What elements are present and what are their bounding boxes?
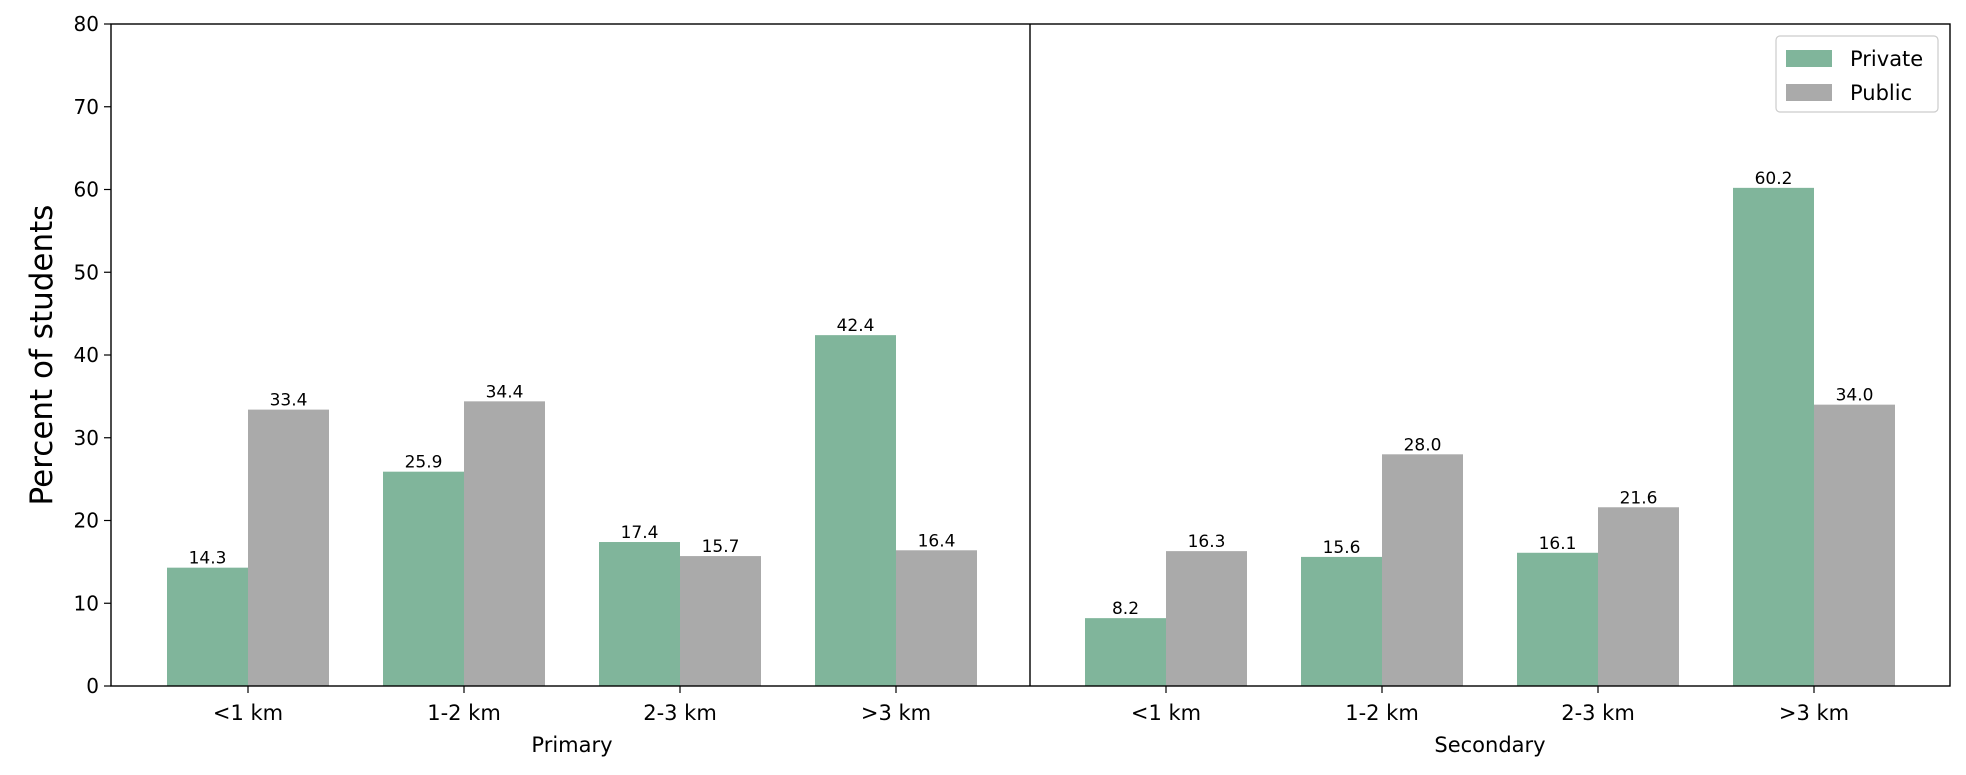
x-tick-label: 2-3 km [643,701,717,725]
x-tick-label: 1-2 km [1345,701,1419,725]
data-label: 15.6 [1323,538,1361,558]
bar-secondary-private-4 [1733,187,1814,686]
data-label: 28.0 [1404,435,1442,455]
legend: Private Public [1775,35,1939,113]
y-tick-label: 30 [74,426,99,450]
data-label: 16.1 [1539,534,1577,554]
data-label: 33.4 [270,391,308,411]
bar-secondary-private-1 [1085,618,1166,686]
bar-secondary-public-1 [1166,551,1247,686]
bar-primary-public-4 [896,550,977,686]
bar-primary-private-3 [599,542,680,686]
bar-primary-private-2 [383,471,464,686]
data-label: 17.4 [621,523,659,543]
data-label: 42.4 [837,316,875,336]
bar-primary-private-1 [167,567,248,686]
bar-primary-private-4 [815,335,896,686]
data-label: 21.6 [1620,488,1658,508]
y-tick-label: 50 [74,260,99,284]
x-tick-label: 2-3 km [1561,701,1635,725]
group-label: Secondary [1434,733,1545,757]
data-labels-layer: 14.3 33.4 25.9 34.4 17.4 15.7 42.4 16.4 8.2 16.3 1… [189,169,1874,619]
y-tick-label: 80 [74,12,99,36]
y-tick-label: 60 [74,178,99,202]
y-tick-label: 70 [74,95,99,119]
bar-primary-public-1 [248,409,329,686]
x-tick-label: >3 km [861,701,931,725]
bar-primary-public-3 [680,556,761,686]
bar-primary-public-2 [464,401,545,686]
data-label: 60.2 [1755,169,1793,189]
data-label: 16.4 [918,531,956,551]
bar-secondary-public-4 [1814,404,1895,686]
data-label: 25.9 [405,453,443,473]
legend-swatch-private [1786,50,1832,67]
data-label: 14.3 [189,549,227,569]
bars-layer [167,187,1895,686]
group-label: Primary [531,733,612,757]
y-tick-label: 10 [74,591,99,615]
x-tick-label: 1-2 km [427,701,501,725]
x-tick-label: >3 km [1779,701,1849,725]
x-axis: <1 km 1-2 km 2-3 km >3 km Primary <1 km 1-2 km… [213,686,1849,757]
legend-label-private: Private [1850,47,1923,71]
legend-label-public: Public [1850,81,1912,105]
x-tick-label: <1 km [213,701,283,725]
y-tick-label: 20 [74,509,99,533]
y-axis-label: Percent of students [24,205,60,506]
data-label: 8.2 [1112,599,1139,619]
data-label: 15.7 [702,537,740,557]
y-tick-label: 0 [86,674,99,698]
x-tick-label: <1 km [1131,701,1201,725]
y-tick-label: 40 [74,343,99,367]
data-label: 16.3 [1188,532,1226,552]
y-axis: 0 10 20 30 40 50 60 70 80 [74,12,111,698]
bar-secondary-private-2 [1301,556,1382,686]
bar-secondary-public-2 [1382,454,1463,686]
legend-swatch-public [1786,84,1832,101]
data-label: 34.4 [486,382,524,402]
bar-secondary-public-3 [1598,507,1679,686]
bar-secondary-private-3 [1517,552,1598,686]
data-label: 34.0 [1836,386,1874,406]
